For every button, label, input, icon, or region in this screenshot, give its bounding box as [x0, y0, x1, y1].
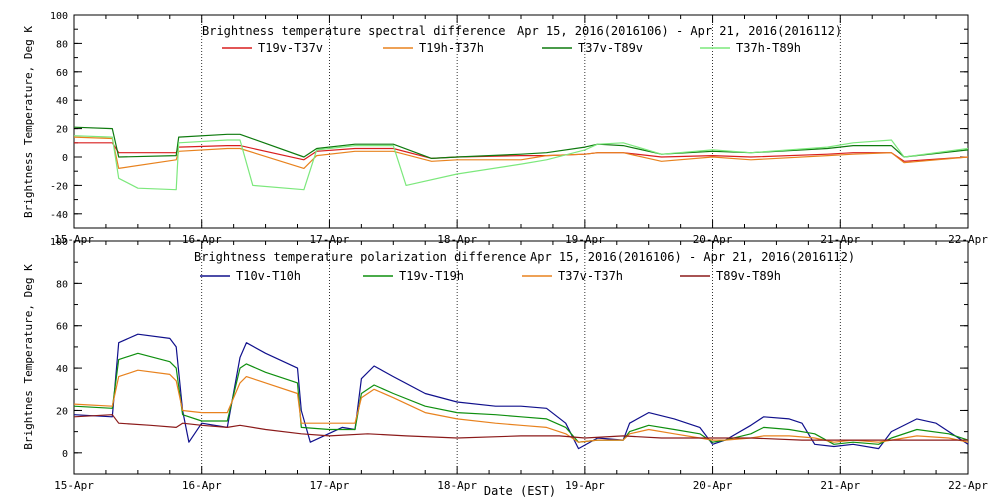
legend-label: T19v-T19h: [399, 269, 464, 283]
x-tick-label: 15-Apr: [54, 479, 94, 492]
x-tick-label: 20-Apr: [693, 479, 733, 492]
x-tick-label: 21-Apr: [820, 479, 860, 492]
x-tick-label: 21-Apr: [820, 233, 860, 246]
x-tick-label: 18-Apr: [437, 479, 477, 492]
legend-label: T19v-T37v: [258, 41, 323, 55]
x-tick-label: 16-Apr: [182, 233, 222, 246]
y-axis-label: Brightnes Temperature, Deg K: [22, 264, 35, 450]
plot-frame: [73, 14, 969, 229]
series-line: [73, 135, 969, 191]
y-tick-label: -20: [50, 181, 68, 192]
series-line: [73, 126, 969, 159]
y-tick-label: 60: [56, 68, 68, 79]
legend-label: T19h-T37h: [419, 41, 484, 55]
legend-label: T37v-T89v: [578, 41, 643, 55]
x-tick-label: 18-Apr: [437, 233, 477, 246]
y-tick-label: 80: [56, 39, 68, 50]
x-tick-label: 22-Apr: [948, 233, 988, 246]
y-axis-label: Brightness Temperature, Deg K: [22, 26, 35, 218]
y-tick-label: 100: [50, 237, 68, 248]
chart-title: Brightness temperature spectral differen…: [202, 24, 505, 38]
legend-label: T37v-T37h: [558, 269, 623, 283]
y-tick-label: 20: [56, 125, 68, 136]
x-tick-label: 19-Apr: [565, 479, 605, 492]
date-range-label: Apr 15, 2016(2016106) - Apr 21, 2016(201…: [517, 24, 842, 38]
series-line: [73, 352, 969, 445]
y-tick-label: 0: [62, 449, 68, 460]
spectral-difference-chart: 15-Apr 16-Apr 17-Apr 18-Apr 19-Apr 20-Apr 21-A…: [22, 11, 988, 246]
y-tick-label: 100: [50, 11, 68, 22]
y-tick-label: 40: [56, 96, 68, 107]
series-line: [73, 136, 969, 169]
series-line: [74, 142, 969, 162]
y-tick-label: 60: [56, 322, 68, 333]
x-tick-label: 20-Apr: [693, 233, 733, 246]
chart-title: Brightness temperature polarization diff…: [194, 250, 526, 264]
x-axis-label: Date (EST): [484, 484, 556, 498]
x-tick-label: 15-Apr: [54, 233, 94, 246]
legend-label: T10v-T10h: [236, 269, 301, 283]
polarization-difference-chart: 15-Apr 16-Apr 17-Apr 18-Apr 19-Apr 20-Apr 21-A…: [22, 237, 988, 492]
date-range-label: Apr 15, 2016(2016106) - Apr 21, 2016(201…: [530, 250, 855, 264]
x-tick-label: 16-Apr: [182, 479, 222, 492]
series-line: [73, 369, 969, 443]
y-tick-label: 40: [56, 364, 68, 375]
x-tick-label: 17-Apr: [310, 479, 350, 492]
x-tick-label: 22-Apr: [948, 479, 988, 492]
series-line: [73, 333, 969, 450]
y-tick-label: 80: [56, 279, 68, 290]
legend-label: T89v-T89h: [716, 269, 781, 283]
y-tick-label: 20: [56, 406, 68, 417]
legend-label: T37h-T89h: [736, 41, 801, 55]
series-line: [73, 414, 968, 441]
x-tick-label: 17-Apr: [310, 233, 350, 246]
x-tick-label: 19-Apr: [565, 233, 605, 246]
y-tick-label: 0: [62, 153, 68, 164]
y-tick-label: -40: [50, 210, 68, 221]
